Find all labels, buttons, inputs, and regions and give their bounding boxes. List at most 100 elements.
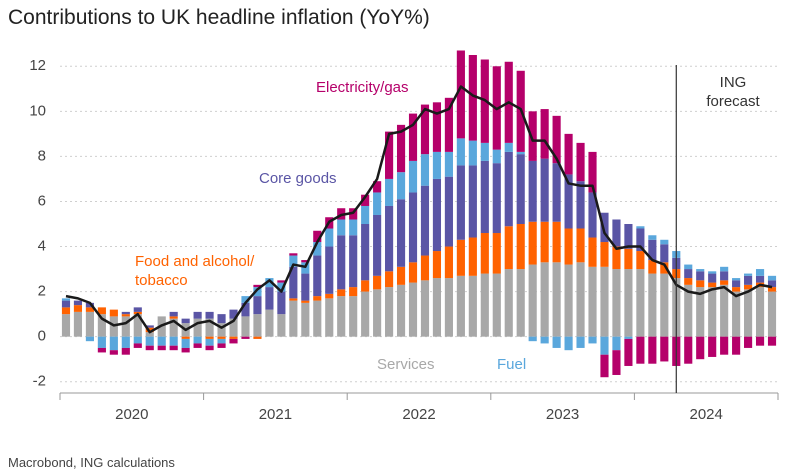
bar-segment [552, 336, 561, 348]
bar-segment [456, 165, 465, 240]
bar-segment [420, 154, 430, 186]
y-tick-label: 6 [38, 192, 46, 209]
bar-segment [492, 233, 501, 274]
bar-segment [385, 131, 394, 179]
bar-segment [516, 151, 525, 155]
bar-segment [253, 336, 262, 339]
bar-segment [432, 278, 442, 337]
bar-segment [205, 336, 214, 339]
bar-segment [480, 233, 489, 274]
bar-segment [181, 347, 190, 353]
bar-segment [660, 239, 669, 245]
bar-segment [444, 246, 453, 279]
bar-segment [301, 260, 310, 263]
bar-segment [73, 300, 83, 306]
bar-segment [744, 275, 753, 285]
bar-segment [540, 158, 549, 222]
bar-segment [708, 282, 717, 288]
bar-segment [480, 273, 489, 337]
bar-segment [169, 311, 178, 317]
bar-segment [684, 284, 693, 337]
bar-segment [121, 336, 130, 348]
bar-segment [660, 336, 669, 362]
bar-segment [229, 318, 238, 337]
bar-segment [624, 269, 633, 337]
bar-segment [492, 273, 501, 337]
bar-segment [133, 314, 142, 337]
bar-segment [408, 282, 418, 337]
x-tick-label: 2024 [690, 406, 723, 423]
bar-segment [277, 314, 286, 337]
y-tick-label: 8 [38, 147, 46, 164]
bar-segment [289, 266, 298, 299]
bar-segment [684, 269, 693, 279]
forecast-label: ING forecast [706, 74, 760, 110]
bar-segment [516, 269, 525, 337]
bar-segment [684, 278, 693, 285]
bar-segment [720, 280, 729, 285]
bar-segment [85, 302, 94, 308]
series-label: Fuel [497, 356, 527, 373]
bar-segment [385, 205, 394, 272]
bar-segment [73, 305, 83, 312]
bar-segment [97, 314, 106, 337]
bar-segment [636, 226, 645, 229]
bar-segment [289, 300, 298, 337]
bar-segment [325, 293, 334, 299]
bar-segment [121, 314, 130, 317]
bar-segment [552, 115, 561, 164]
y-tick-label: 4 [38, 238, 46, 255]
bar-segment [313, 242, 322, 256]
bar-segment [720, 336, 729, 355]
bar-segment [612, 350, 621, 375]
bar-segment [385, 287, 394, 337]
bar-segment [145, 325, 154, 328]
bar-segment [564, 133, 573, 175]
bar-segment [396, 284, 406, 337]
bar-segment [732, 278, 741, 281]
bar-segment [767, 275, 777, 281]
bar-segment [277, 291, 286, 315]
bar-segment [361, 194, 370, 206]
bar-segment [600, 336, 609, 355]
bar-segment [480, 142, 489, 161]
bar-segment [313, 296, 322, 301]
bar-segment [540, 262, 549, 337]
bar-segment [624, 338, 633, 366]
bar-segment [313, 230, 322, 243]
bar-segment [767, 336, 777, 346]
bar-segment [396, 124, 406, 173]
source-note: Macrobond, ING calculations [8, 455, 175, 470]
bar-segment [755, 336, 765, 346]
bar-segment [636, 336, 645, 364]
bar-segment [289, 253, 298, 256]
bar-segment [420, 185, 430, 256]
bar-segment [720, 271, 729, 281]
bar-segment [193, 311, 202, 319]
bar-segment [755, 275, 765, 283]
bar-segment [217, 343, 226, 348]
bar-segment [564, 264, 573, 337]
bar-segment [600, 354, 609, 378]
bar-segment [684, 264, 693, 270]
bar-segment [277, 280, 286, 283]
bar-segment [444, 176, 453, 247]
bar-segment [588, 151, 597, 193]
bar-segment [504, 151, 513, 227]
bar-segment [648, 235, 657, 240]
bar-segment [576, 262, 585, 337]
bar-segment [456, 239, 465, 276]
bar-segment [396, 199, 406, 267]
bar-segment [241, 302, 250, 317]
bar-segment [720, 266, 729, 272]
bar-segment [576, 228, 585, 263]
bar-segment [744, 273, 753, 276]
bar-segment [253, 296, 262, 315]
bar-segment [408, 160, 418, 193]
bar-segment [241, 296, 250, 303]
bar-segment [432, 178, 442, 252]
bar-segment [229, 338, 238, 344]
bar-segment [600, 212, 609, 243]
bar-segment [732, 291, 741, 337]
